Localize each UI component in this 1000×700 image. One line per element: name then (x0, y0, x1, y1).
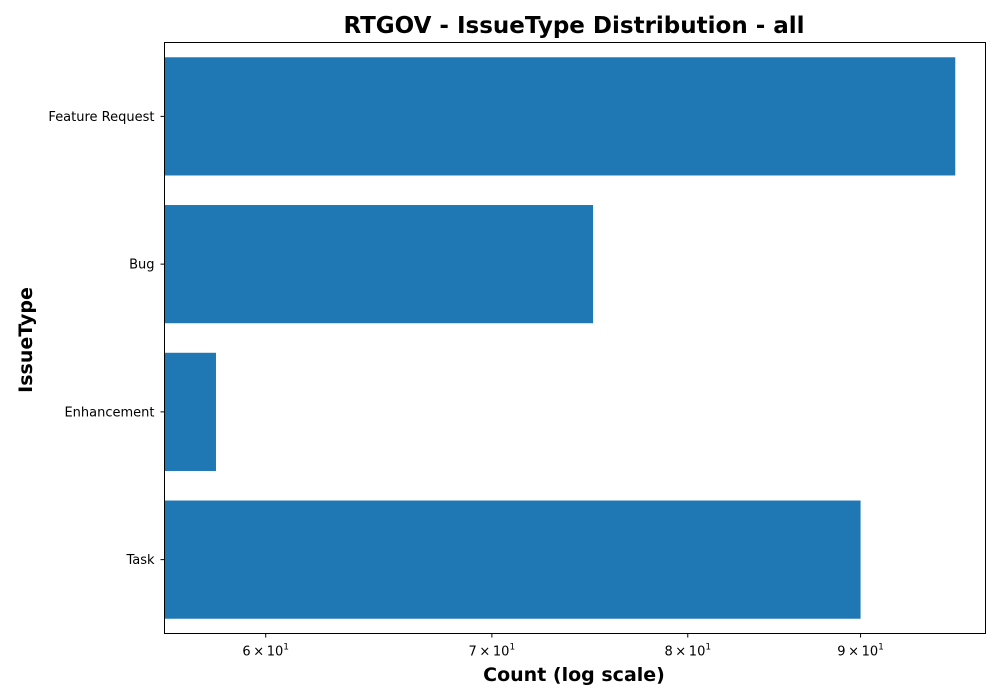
x-axis-title: Count (log scale) (483, 664, 665, 686)
chart-title: RTGOV - IssueType Distribution - all (343, 13, 804, 39)
bar-feature-request (164, 57, 956, 176)
y-tick-label: Task (125, 553, 155, 568)
y-tick-label: Bug (129, 258, 154, 273)
bar-task (164, 500, 861, 619)
y-axis: Feature Request Bug Enhancement Task (48, 110, 165, 568)
plot-frame (164, 42, 986, 634)
x-tick-label: 6 × 101 (242, 643, 289, 660)
x-tick-label: 9 × 101 (837, 643, 884, 660)
bar-enhancement (164, 352, 216, 471)
x-tick-label: 7 × 101 (469, 643, 516, 660)
y-tick-label: Enhancement (64, 405, 154, 420)
x-axis: 6 × 101 7 × 101 8 × 101 9 × 101 (242, 633, 884, 660)
x-tick-label: 8 × 101 (664, 643, 711, 660)
bars (164, 57, 956, 619)
bar-bug (164, 205, 594, 324)
y-axis-title: IssueType (15, 287, 37, 393)
y-tick-label: Feature Request (48, 110, 154, 125)
